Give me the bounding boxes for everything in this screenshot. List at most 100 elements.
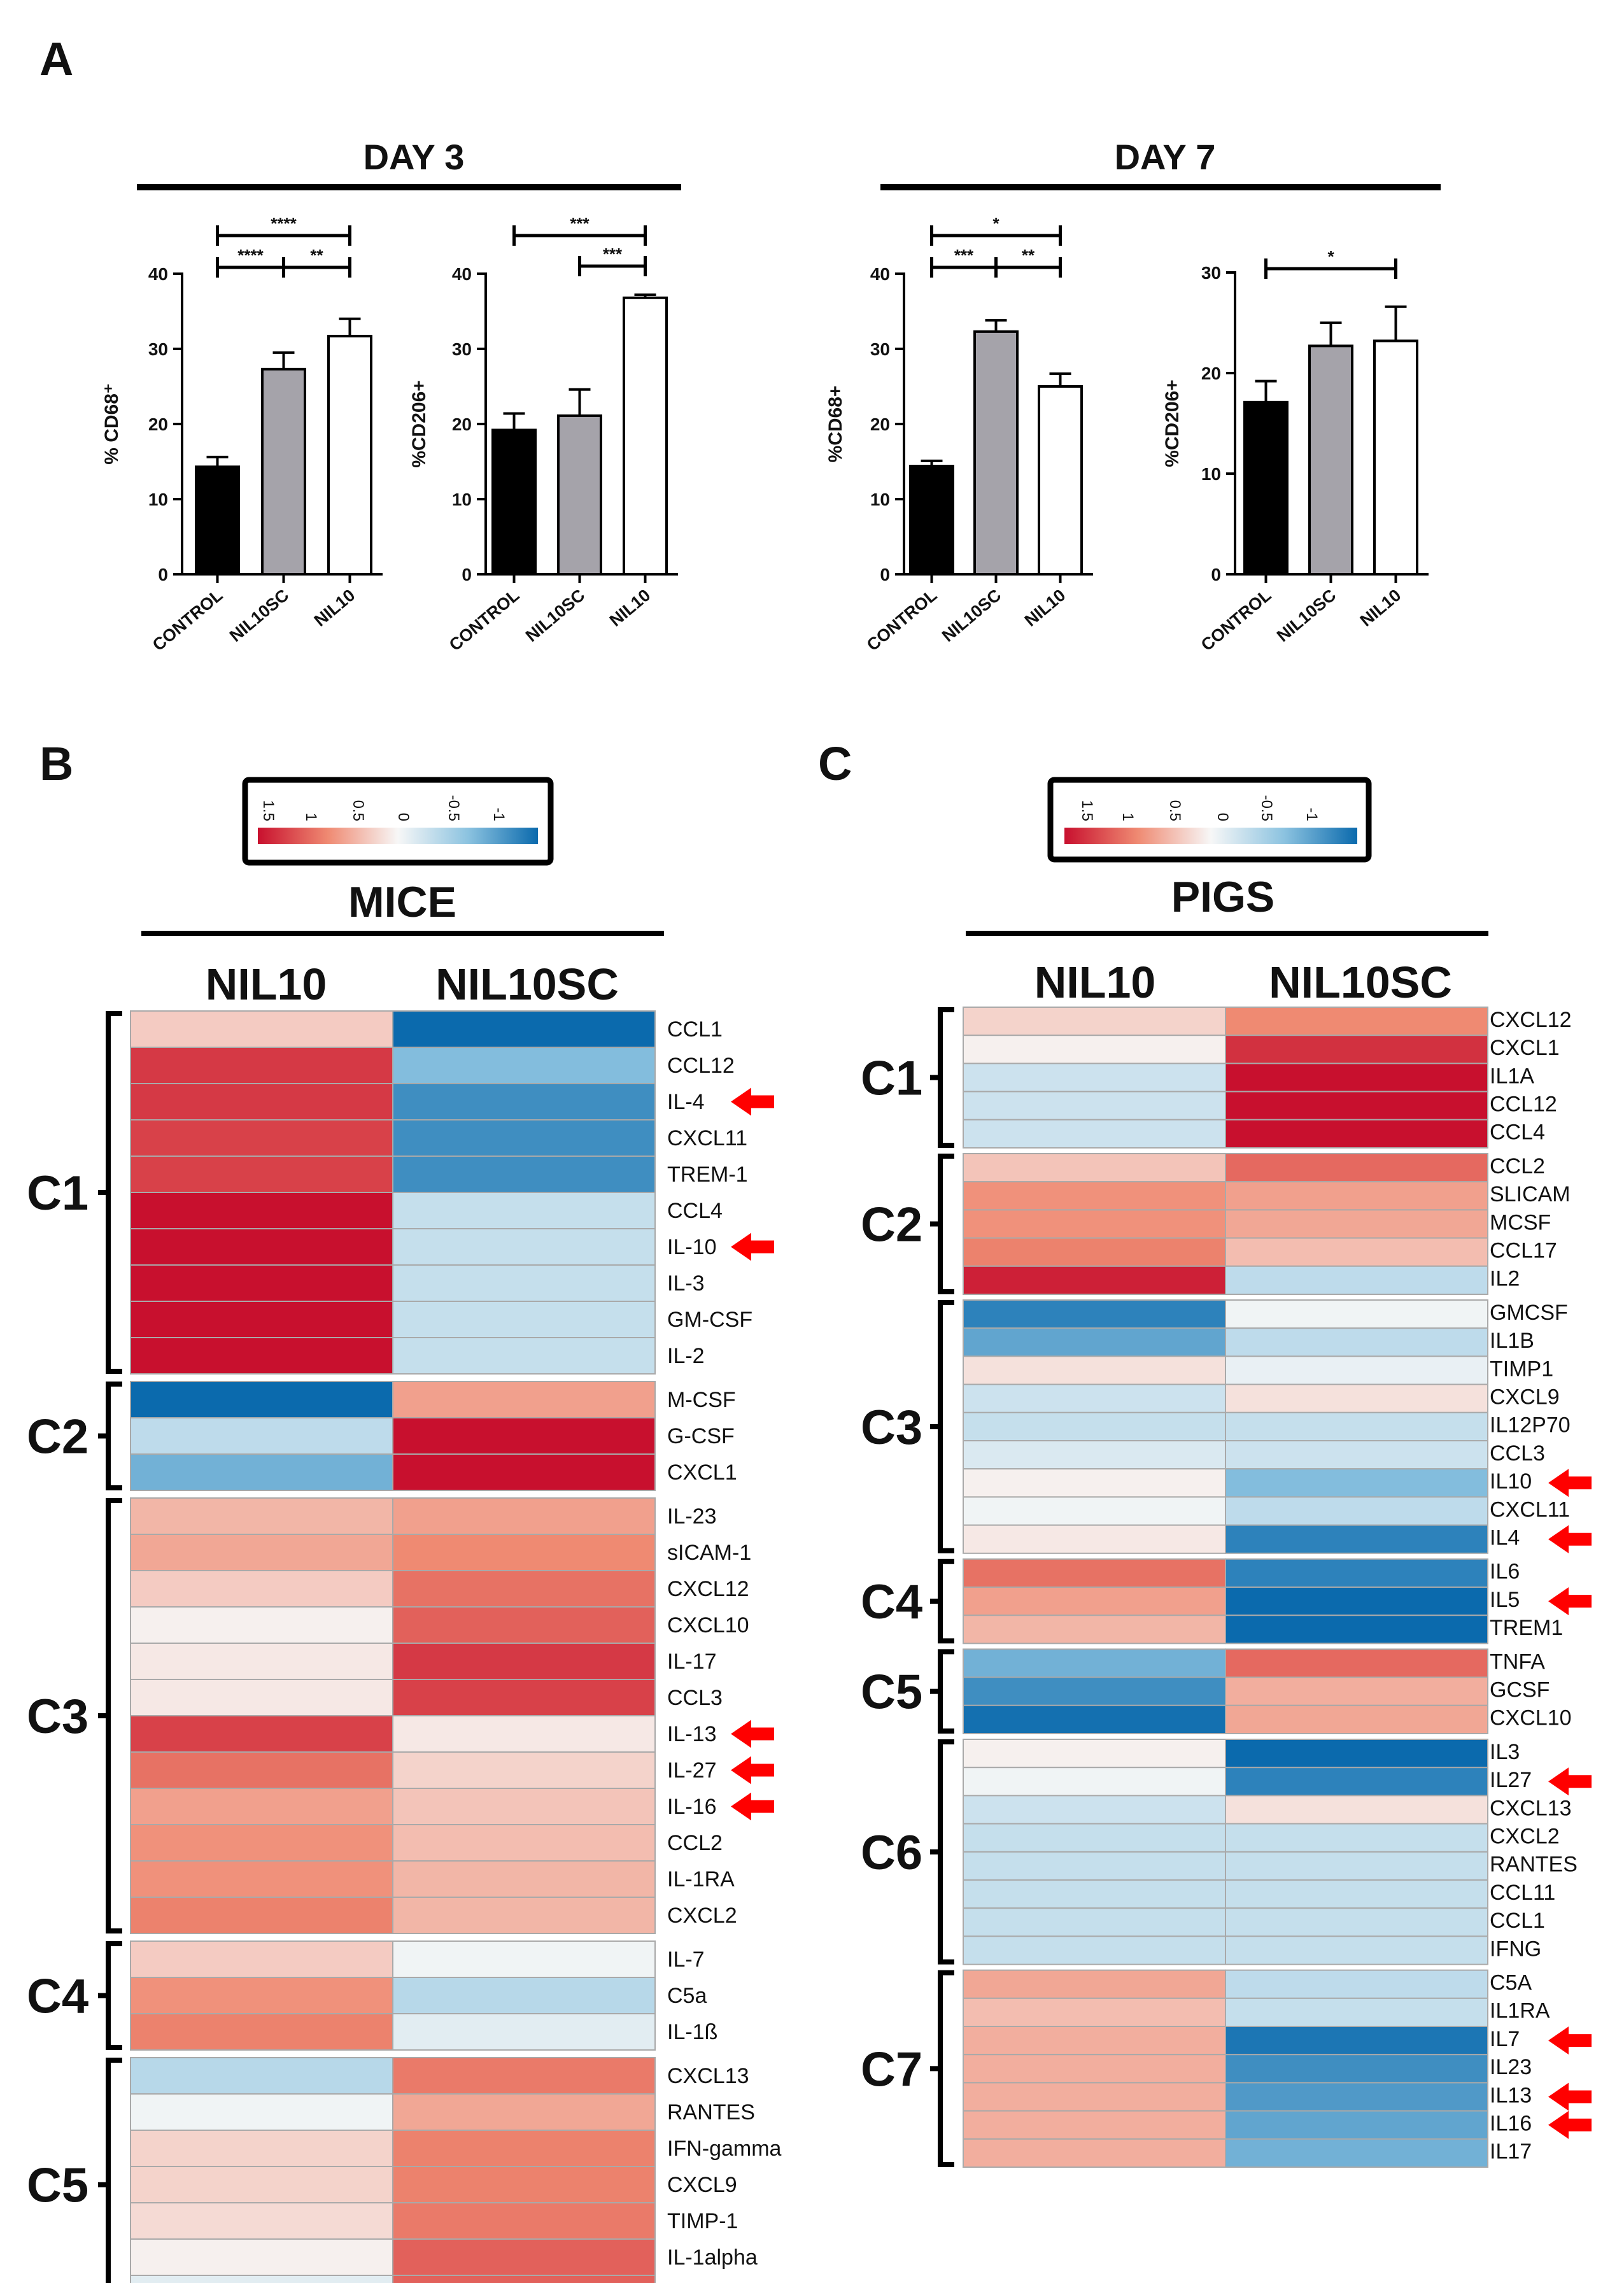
heatmap-cell [1225,1823,1488,1853]
heatmap-cell [963,1969,1226,1999]
row-label: SLICAM [1490,1182,1571,1206]
row-label: IL5 [1490,1588,1520,1612]
heatmap-cell [963,1587,1226,1616]
significance-label: *** [954,246,974,265]
heatmap-cell [1225,1007,1488,1036]
row-label: GMCSF [1490,1301,1568,1325]
heatmap-title: MICE [348,878,456,926]
heatmap-column-header: NIL10SC [435,959,619,1009]
row-label: CCL2 [1490,1154,1545,1178]
bar [327,334,372,576]
highlight-arrow-icon [731,1792,774,1821]
row-label: IL13 [1490,2083,1532,2107]
cluster-label: C5 [27,2159,88,2213]
heatmap-cell [392,2013,656,2051]
heatmap-cell [392,1824,656,1862]
y-tick-label: 20 [870,414,890,434]
heatmap-cell [130,2275,393,2283]
heatmap-cell [392,2275,656,2283]
heatmap-column-header: NIL10 [1034,958,1156,1007]
heatmap-cell [392,1453,656,1491]
heatmap-cell [1225,1879,1488,1909]
cluster-label: C2 [861,1198,922,1252]
heatmap-cell [1225,1119,1488,1149]
bar [557,414,602,576]
bar [1308,344,1353,576]
row-label: IL10 [1490,1469,1532,1494]
legend-tick-label: 0 [1214,813,1231,821]
y-axis-label: %CD206+ [1162,379,1183,467]
heatmap-column-header: NIL10 [206,959,327,1009]
row-label: RANTES [1490,1853,1578,1877]
bar [623,296,668,576]
row-label: IL16 [1490,2112,1532,2136]
bar [1038,385,1083,576]
heatmap-cell [392,1897,656,1934]
row-label: CXCL9 [667,2173,737,2197]
heatmap-cell [963,1795,1226,1825]
y-tick-label: 20 [148,414,168,434]
row-label: TNFA [1490,1650,1545,1674]
heatmap-cell [963,1209,1226,1239]
heatmap-cell [130,1156,393,1193]
row-label: IL-23 [667,1504,717,1529]
heatmap-cell [392,1534,656,1571]
heatmap-cell [130,2202,393,2240]
row-label: IL-10 [667,1235,717,1259]
heatmap-cell [1225,1153,1488,1183]
heatmap-cell [130,1570,393,1608]
panel-letter-c: C [818,737,852,790]
y-tick-label: 30 [1201,263,1221,283]
category-label: NIL10 [311,586,359,630]
row-label: CCL3 [1490,1441,1545,1466]
cluster-bracket [938,1007,954,1148]
heatmap-cell [963,1299,1226,1329]
significance-label: *** [570,214,590,233]
heatmap-cell [392,1606,656,1644]
cluster-bracket [938,1739,954,1965]
row-label: IL1B [1490,1329,1534,1353]
heatmap-cell [392,1679,656,1716]
heatmap-cell [392,1337,656,1375]
heatmap-cell [1225,1411,1488,1442]
heatmap-cell [1225,1907,1488,1937]
category-label: NIL10SC [226,586,292,646]
cluster-c5: TNFA GCSF CXCL10 C5 [861,1648,1572,1735]
highlight-arrow-icon [1548,1767,1592,1796]
legend-frame [242,777,554,866]
y-tick-label: 20 [1201,364,1221,383]
heatmap-cell [392,1301,656,1338]
heatmap-cell [392,2166,656,2203]
heatmap-cell [1225,1739,1488,1769]
heatmap-cell [130,1417,393,1455]
cluster-c2: CCL2 SLICAM MCSF CCL17 IL2 C2 [861,1153,1571,1296]
y-axis-label: %CD68+ [825,386,846,463]
row-label: CXCL11 [1490,1497,1570,1522]
heatmap-cell [1225,1035,1488,1064]
cluster-label: C4 [27,1970,88,2024]
row-label: CXCL11 [667,1126,747,1150]
heatmap-cell [130,2238,393,2276]
row-label: IL-1alpha [667,2245,758,2270]
heatmap-cell [963,1879,1226,1909]
row-label: IL-1RA [667,1867,735,1891]
row-label: CXCL10 [1490,1706,1572,1730]
heatmap-cell [130,1301,393,1338]
significance-label: **** [271,214,297,233]
row-label: CCL12 [667,1054,735,1078]
heatmap-cell [963,1007,1226,1036]
row-label: IL23 [1490,2055,1532,2079]
heatmap-cell [130,1824,393,1862]
row-label: TIMP1 [1490,1357,1553,1381]
legend-tick-label: 1.5 [260,800,277,821]
heatmap-cell [130,1715,393,1753]
cluster-bracket [938,1559,954,1644]
bar [261,367,306,576]
row-label: IL1A [1490,1064,1534,1088]
heatmap-cell [1225,1496,1488,1526]
heatmap-column-header: NIL10SC [1269,958,1452,1007]
y-tick-label: 10 [452,490,472,509]
